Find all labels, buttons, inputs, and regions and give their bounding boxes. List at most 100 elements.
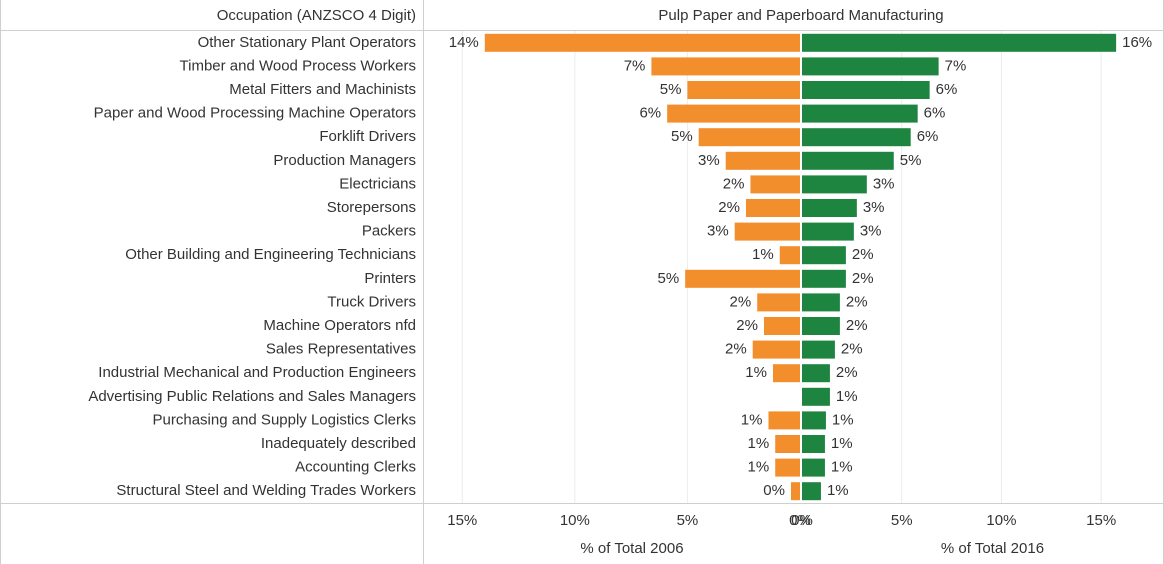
category-label: Accounting Clerks bbox=[295, 459, 416, 476]
value-label: 5% bbox=[671, 128, 693, 145]
category-label: Forklift Drivers bbox=[319, 128, 416, 145]
bar bbox=[667, 104, 800, 123]
category-label: Storepersons bbox=[327, 199, 416, 216]
value-label: 2% bbox=[836, 364, 858, 381]
bar bbox=[745, 199, 800, 217]
bar bbox=[775, 435, 800, 453]
value-label: 1% bbox=[831, 459, 853, 476]
bar bbox=[734, 222, 800, 241]
value-label: 1% bbox=[752, 246, 774, 263]
chart-title: Pulp Paper and Paperboard Manufacturing bbox=[658, 7, 943, 24]
value-label: 3% bbox=[863, 199, 885, 216]
bar bbox=[802, 222, 854, 241]
category-label: Metal Fitters and Machinists bbox=[229, 81, 416, 98]
bar bbox=[802, 33, 1117, 52]
category-label: Inadequately described bbox=[261, 435, 416, 452]
bar bbox=[772, 364, 800, 383]
value-label: 6% bbox=[917, 128, 939, 145]
axis-title: % of Total 2006 bbox=[580, 540, 683, 557]
x-tick-label: 0% bbox=[789, 512, 811, 529]
value-label: 16% bbox=[1122, 34, 1152, 51]
bar bbox=[802, 458, 825, 477]
bar bbox=[802, 293, 840, 312]
value-label: 2% bbox=[730, 293, 752, 310]
category-label: Purchasing and Supply Logistics Clerks bbox=[153, 411, 416, 428]
value-label: 3% bbox=[873, 175, 895, 192]
bar bbox=[802, 317, 840, 335]
bar bbox=[685, 269, 800, 288]
bar bbox=[698, 128, 800, 147]
category-label: Structural Steel and Welding Trades Work… bbox=[116, 482, 416, 499]
bar bbox=[802, 364, 830, 383]
value-label: 2% bbox=[846, 317, 868, 334]
bar bbox=[802, 104, 918, 123]
x-tick-label: 10% bbox=[560, 512, 590, 529]
bar bbox=[802, 199, 857, 217]
category-label: Advertising Public Relations and Sales M… bbox=[88, 388, 416, 405]
bar bbox=[484, 33, 800, 52]
value-label: 1% bbox=[832, 411, 854, 428]
value-label: 2% bbox=[846, 293, 868, 310]
row-header: Occupation (ANZSCO 4 Digit) bbox=[217, 7, 416, 24]
x-tick-label: 0% bbox=[791, 512, 813, 529]
bar bbox=[802, 81, 930, 99]
axis-title: % of Total 2016 bbox=[941, 540, 1044, 557]
bar bbox=[775, 458, 800, 477]
category-label: Sales Representatives bbox=[266, 341, 416, 358]
x-tick-label: 10% bbox=[986, 512, 1016, 529]
value-label: 6% bbox=[639, 105, 661, 122]
category-label: Electricians bbox=[339, 175, 416, 192]
bar bbox=[802, 246, 846, 265]
value-label: 3% bbox=[698, 152, 720, 169]
value-label: 2% bbox=[852, 246, 874, 263]
value-label: 7% bbox=[624, 57, 646, 74]
value-label: 6% bbox=[924, 105, 946, 122]
bar bbox=[802, 340, 835, 359]
category-label: Other Building and Engineering Technicia… bbox=[125, 246, 416, 263]
value-label: 0% bbox=[763, 482, 785, 499]
value-label: 2% bbox=[725, 341, 747, 358]
value-label: 1% bbox=[741, 411, 763, 428]
value-label: 1% bbox=[745, 364, 767, 381]
x-tick-label: 5% bbox=[891, 512, 913, 529]
value-label: 5% bbox=[660, 81, 682, 98]
value-label: 7% bbox=[945, 57, 967, 74]
bar bbox=[651, 57, 800, 76]
value-label: 1% bbox=[831, 435, 853, 452]
x-tick-label: 5% bbox=[677, 512, 699, 529]
value-label: 2% bbox=[723, 175, 745, 192]
bar bbox=[802, 435, 825, 453]
x-tick-label: 15% bbox=[1086, 512, 1116, 529]
bar bbox=[802, 269, 846, 288]
category-label: Industrial Mechanical and Production Eng… bbox=[98, 364, 416, 381]
value-label: 6% bbox=[936, 81, 958, 98]
category-label: Production Managers bbox=[273, 152, 416, 169]
bar bbox=[790, 482, 800, 501]
bar bbox=[763, 317, 800, 335]
value-label: 2% bbox=[841, 341, 863, 358]
category-label: Machine Operators nfd bbox=[263, 317, 416, 334]
bar bbox=[725, 151, 800, 170]
value-label: 14% bbox=[449, 34, 479, 51]
bar bbox=[802, 57, 939, 76]
value-label: 1% bbox=[748, 459, 770, 476]
value-label: 2% bbox=[736, 317, 758, 334]
category-label: Packers bbox=[362, 223, 416, 240]
x-tick-label: 15% bbox=[447, 512, 477, 529]
value-label: 3% bbox=[707, 223, 729, 240]
value-label: 5% bbox=[900, 152, 922, 169]
value-label: 1% bbox=[748, 435, 770, 452]
value-label: 1% bbox=[827, 482, 849, 499]
value-label: 5% bbox=[657, 270, 679, 287]
bar bbox=[768, 411, 800, 430]
value-label: 3% bbox=[860, 223, 882, 240]
category-label: Truck Drivers bbox=[327, 293, 416, 310]
category-label: Paper and Wood Processing Machine Operat… bbox=[94, 105, 416, 122]
bar bbox=[687, 81, 800, 99]
value-label: 2% bbox=[852, 270, 874, 287]
category-label: Timber and Wood Process Workers bbox=[180, 57, 416, 74]
bar bbox=[757, 293, 800, 312]
bar bbox=[752, 340, 800, 359]
category-label: Other Stationary Plant Operators bbox=[198, 34, 416, 51]
